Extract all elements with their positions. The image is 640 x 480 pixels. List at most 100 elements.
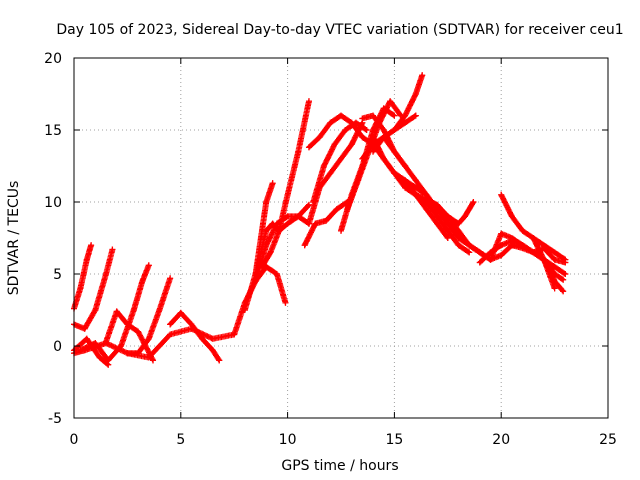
data-point	[88, 242, 95, 249]
series-arc-27	[434, 199, 477, 227]
data-point	[305, 144, 312, 151]
data-point	[124, 350, 131, 357]
data-point	[135, 328, 142, 335]
data-point	[209, 347, 216, 354]
data-point	[135, 350, 142, 357]
series-arc-13	[301, 199, 351, 249]
x-axis-ticks: 0 5 10 15 20 25	[70, 58, 617, 448]
data-point	[338, 227, 344, 234]
data-point	[519, 227, 526, 234]
data-point	[305, 220, 312, 227]
data-point	[560, 276, 567, 283]
data-point	[124, 321, 131, 328]
data-point	[434, 220, 441, 227]
data-point	[380, 155, 387, 162]
data-point	[508, 242, 515, 249]
data-point	[348, 119, 355, 126]
data-point	[387, 98, 394, 105]
data-point	[252, 278, 259, 285]
data-point	[370, 134, 377, 141]
data-point	[338, 112, 344, 119]
data-point	[391, 127, 398, 133]
data-point	[305, 98, 312, 105]
data-point	[455, 227, 462, 234]
data-point	[103, 271, 110, 277]
data-point	[455, 220, 462, 227]
data-point	[273, 271, 280, 277]
y-tick-label: 5	[53, 267, 62, 283]
series-arc-31	[530, 235, 567, 283]
data-point	[476, 249, 483, 256]
data-point	[562, 256, 569, 263]
data-point	[530, 249, 537, 256]
data-point	[139, 278, 146, 285]
data-point	[92, 340, 99, 347]
y-axis-ticks: -5 0 5 10 15 20	[44, 51, 608, 427]
data-point	[92, 307, 99, 313]
data-point	[216, 357, 223, 364]
data-point	[342, 127, 349, 133]
data-point	[434, 213, 441, 220]
data-markers	[71, 72, 569, 368]
data-point	[551, 263, 558, 270]
series-arc-12	[258, 98, 312, 270]
data-point	[258, 227, 265, 234]
data-point	[419, 72, 426, 79]
data-point	[344, 206, 351, 213]
data-point	[77, 285, 84, 292]
data-point	[562, 271, 569, 277]
data-point	[77, 347, 84, 354]
data-point	[444, 220, 451, 227]
data-point	[412, 184, 419, 191]
data-point	[258, 263, 265, 270]
data-point	[327, 119, 334, 126]
data-point	[363, 127, 370, 133]
data-point	[434, 206, 441, 213]
data-point	[284, 220, 291, 227]
data-point	[83, 335, 90, 342]
data-point	[263, 199, 270, 205]
data-point	[487, 256, 494, 263]
data-point	[402, 163, 409, 169]
series-arc-21	[370, 72, 426, 155]
series-arc-15	[310, 119, 370, 205]
data-point	[327, 170, 334, 177]
data-point	[156, 307, 163, 313]
data-point	[359, 134, 366, 141]
data-point	[402, 184, 409, 191]
data-point	[295, 213, 302, 220]
series-arc-3	[71, 246, 116, 332]
data-point	[269, 180, 276, 187]
series-arc-11	[252, 180, 276, 277]
data-point	[199, 335, 206, 342]
data-point	[444, 213, 451, 220]
data-point	[551, 271, 558, 277]
data-point	[284, 213, 291, 220]
data-point	[466, 249, 473, 256]
data-point	[551, 278, 558, 285]
data-point	[81, 325, 88, 332]
data-point	[498, 252, 505, 259]
data-point	[391, 170, 398, 177]
data-point	[402, 177, 409, 184]
data-point	[498, 230, 505, 237]
data-point	[338, 155, 344, 162]
data-point	[312, 220, 319, 227]
y-tick-label: 0	[53, 339, 62, 355]
data-point	[301, 242, 308, 249]
y-tick-label: 15	[44, 123, 62, 139]
data-point	[320, 163, 327, 169]
data-point	[331, 141, 338, 148]
data-point	[145, 262, 152, 269]
x-tick-label: 5	[176, 432, 185, 448]
x-tick-label: 25	[599, 432, 617, 448]
data-point	[310, 199, 317, 205]
data-point	[412, 191, 419, 198]
data-point	[323, 217, 330, 224]
data-point	[444, 235, 451, 241]
x-axis-label: GPS time / hours	[281, 458, 398, 474]
data-point	[231, 331, 238, 338]
data-point	[540, 242, 547, 249]
x-tick-label: 0	[70, 432, 79, 448]
